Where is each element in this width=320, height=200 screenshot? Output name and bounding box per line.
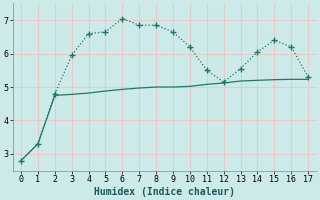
X-axis label: Humidex (Indice chaleur): Humidex (Indice chaleur) bbox=[94, 186, 235, 197]
